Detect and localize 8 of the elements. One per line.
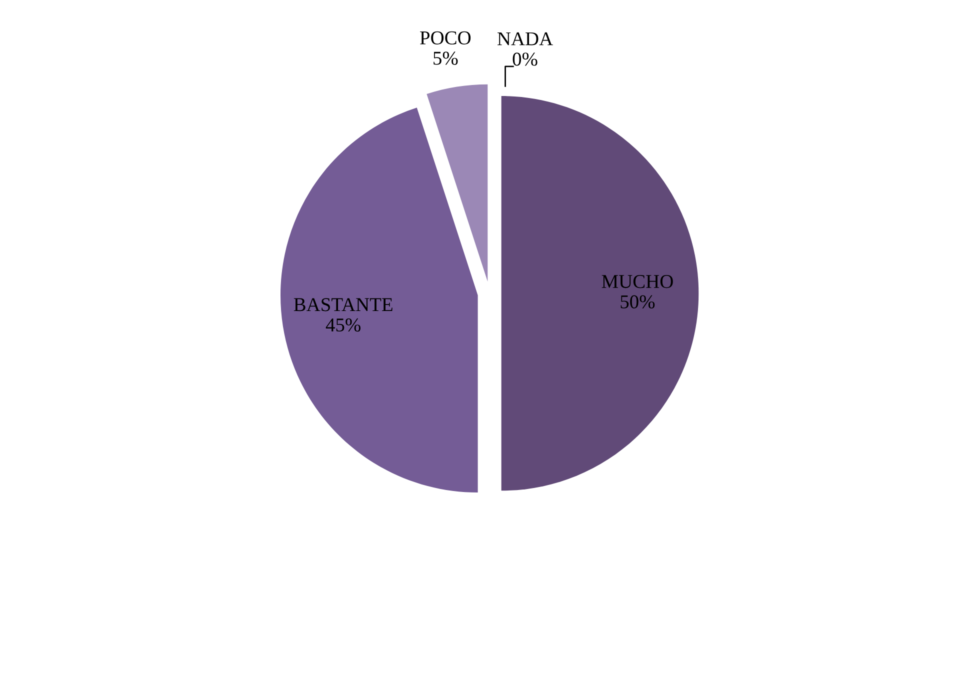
slice-label: MUCHO: [602, 275, 673, 288]
data-label: 45%: [326, 318, 360, 332]
slice-label: POCO: [420, 31, 471, 44]
data-label: 50%: [620, 295, 655, 308]
data-label: 5%: [434, 52, 458, 65]
text: 0%: [512, 52, 538, 66]
category-label: NADA: [497, 32, 553, 46]
slice-label: BASTANTE: [294, 298, 392, 312]
